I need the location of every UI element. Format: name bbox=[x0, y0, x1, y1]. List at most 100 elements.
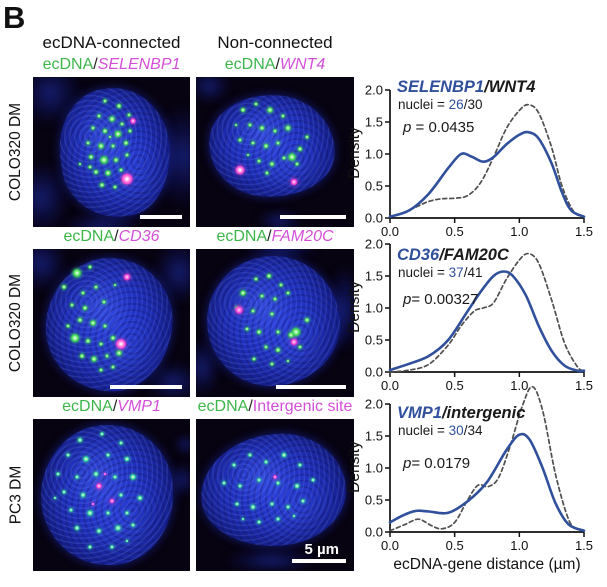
y-tick-label: 0.0 bbox=[365, 365, 383, 380]
x-tick-label: 1.0 bbox=[510, 378, 528, 393]
gene-fish-spot-magenta bbox=[91, 502, 95, 506]
image-label-fam20c: ecDNA/FAM20C bbox=[216, 228, 334, 245]
ecdna-fish-spot-green bbox=[116, 103, 122, 108]
gene-probe-label: CD36 bbox=[118, 228, 160, 245]
cell-line-label-colo320-row1: COLO320 DM bbox=[2, 77, 30, 227]
density-curve-non-connected bbox=[389, 252, 585, 373]
micrograph-pc3-intergenic: 5 µm bbox=[196, 419, 354, 571]
ecdna-fish-spot-green bbox=[68, 508, 73, 513]
y-tick-label: 2.0 bbox=[365, 397, 383, 412]
ecdna-fish-spot-green bbox=[120, 121, 125, 126]
ecdna-fish-spot-green bbox=[295, 162, 300, 166]
background-cell-blob bbox=[168, 461, 190, 499]
ecdna-fish-spot-green bbox=[118, 168, 123, 172]
density-plot-cd36-fam20c: 0.0 0.5 1.0 1.5 2.0 0.0 0.5 1.0 1.5 bbox=[365, 237, 593, 394]
micrograph-colo320-cd36 bbox=[33, 249, 190, 397]
y-tick-label: 0.5 bbox=[365, 333, 383, 348]
y-tick-label: 1.5 bbox=[365, 115, 383, 130]
gene-fish-spot-magenta bbox=[290, 338, 298, 346]
ecdna-fish-spot-green bbox=[281, 452, 287, 458]
gene-fish-spot-magenta bbox=[121, 173, 133, 185]
scale-bar bbox=[140, 215, 182, 219]
ecdna-fish-spot-green bbox=[65, 453, 70, 458]
gene-probe-label: FAM20C bbox=[271, 228, 334, 245]
panel-label: B bbox=[3, 0, 26, 35]
ecdna-fish-spot-green bbox=[137, 495, 143, 501]
ecdna-fish-spot-green bbox=[93, 285, 98, 290]
ecdna-fish-spot-green bbox=[82, 305, 88, 311]
ecdna-fish-spot-green bbox=[282, 156, 287, 160]
density-plot-vmp1-intergenic: 0.0 0.5 1.0 1.5 2.0 0.0 0.5 1.0 1.5 bbox=[365, 385, 593, 553]
x-tick-label: 0.0 bbox=[381, 538, 399, 553]
gene-probe-label: VMP1 bbox=[117, 398, 161, 415]
ecdna-fish-spot-green bbox=[304, 317, 310, 323]
ecdna-fish-spot-green bbox=[285, 505, 290, 510]
ecdna-fish-spot-green bbox=[298, 462, 303, 467]
ecdna-fish-spot-green bbox=[53, 496, 57, 500]
ecdna-fish-spot-green bbox=[256, 329, 262, 335]
ecdna-fish-spot-green bbox=[257, 159, 262, 163]
gene-probe-label: SELENBP1 bbox=[97, 56, 181, 73]
ecdna-fish-spot-green bbox=[240, 290, 247, 297]
ecdna-fish-spot-green bbox=[96, 528, 102, 534]
scale-bar bbox=[280, 215, 346, 219]
ecdna-fish-spot-green bbox=[111, 144, 116, 148]
ecdna-fish-spot-green bbox=[93, 169, 99, 174]
density-plot-selenbp1-wnt4: 0.0 0.5 1.0 1.5 2.0 0.0 0.5 1.0 1.5 bbox=[365, 83, 593, 240]
ecdna-fish-spot-green bbox=[269, 312, 274, 317]
background-cell-blob bbox=[243, 249, 320, 261]
ecdna-fish-spot-green bbox=[250, 504, 256, 510]
plot-axis bbox=[389, 90, 584, 219]
ecdna-fish-spot-green bbox=[78, 162, 82, 166]
gene-fish-spot-magenta bbox=[95, 482, 102, 489]
ecdna-fish-spot-green bbox=[123, 140, 129, 146]
ecdna-fish-spot-green bbox=[286, 359, 290, 363]
ecdna-fish-spot-green bbox=[89, 320, 96, 326]
ecdna-fish-spot-green bbox=[257, 477, 262, 482]
ecdna-fish-spot-green bbox=[250, 309, 255, 314]
ecdna-fish-spot-green bbox=[91, 355, 98, 362]
ecdna-fish-spot-green bbox=[65, 323, 70, 328]
ecdna-fish-spot-green bbox=[114, 525, 121, 532]
ecdna-fish-spot-green bbox=[310, 477, 315, 482]
x-axis-title: ecDNA-gene distance (µm) bbox=[393, 556, 581, 573]
ecdna-fish-spot-green bbox=[103, 323, 108, 328]
x-tick-label: 0.5 bbox=[446, 538, 464, 553]
ecdna-fish-spot-green bbox=[125, 511, 130, 516]
ecdna-fish-spot-green bbox=[99, 182, 105, 188]
y-tick-label: 1.5 bbox=[365, 429, 383, 444]
y-tick-label: 1.5 bbox=[365, 269, 383, 284]
ecdna-fish-spot-green bbox=[112, 184, 117, 189]
y-axis-title-plot1: Density bbox=[346, 126, 363, 179]
ecdna-fish-spot-green bbox=[238, 138, 243, 142]
micrograph-colo320-selenbp1 bbox=[33, 77, 190, 227]
y-tick-label: 0.0 bbox=[365, 211, 383, 226]
ecdna-fish-spot-green bbox=[257, 520, 262, 525]
ecdna-fish-spot-green bbox=[240, 107, 246, 113]
density-curve-ecdna-connected bbox=[388, 270, 586, 373]
ecdna-fish-spot-green bbox=[280, 114, 285, 118]
ecdna-fish-spot-green bbox=[279, 282, 284, 287]
ecdna-fish-spot-green bbox=[104, 353, 109, 358]
ecdna-fish-spot-green bbox=[87, 544, 92, 549]
ecdna-fish-spot-green bbox=[269, 362, 274, 367]
x-tick-label: 0.0 bbox=[381, 224, 399, 239]
x-tick-label: 1.5 bbox=[575, 224, 593, 239]
image-label-intergenic: ecDNA/Intergenic site bbox=[197, 398, 353, 415]
scale-bar-label: 5 µm bbox=[304, 541, 340, 558]
ecdna-fish-spot-green bbox=[131, 523, 136, 528]
image-label-cd36: ecDNA/CD36 bbox=[63, 228, 160, 245]
ecdna-fish-spot-green bbox=[294, 483, 300, 489]
ecdna-fish-spot-green bbox=[74, 525, 80, 531]
ecdna-fish-spot-green bbox=[86, 510, 93, 517]
ecdna-fish-spot-green bbox=[105, 170, 112, 176]
ecdna-probe-label: ecDNA bbox=[224, 56, 276, 73]
ecdna-fish-spot-green bbox=[246, 153, 250, 157]
ecdna-fish-spot-green bbox=[276, 329, 281, 334]
ecdna-fish-spot-green bbox=[74, 474, 79, 479]
ecdna-fish-spot-green bbox=[292, 514, 296, 518]
ecdna-fish-spot-green bbox=[77, 437, 83, 443]
ecdna-fish-spot-green bbox=[297, 146, 303, 152]
ecdna-fish-spot-green bbox=[263, 344, 268, 349]
image-label-wnt4: ecDNA/WNT4 bbox=[224, 56, 326, 73]
